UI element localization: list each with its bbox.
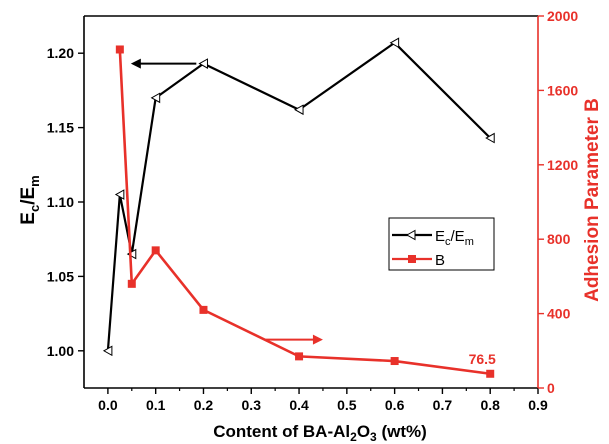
point-ec-em [114, 189, 125, 200]
point-ec-em [198, 58, 208, 69]
x-tick-label: 0.3 [242, 397, 262, 413]
point-b [151, 246, 160, 255]
point-b [390, 357, 399, 366]
legend: Ec/Em B [388, 217, 495, 271]
legend-label-b: B [435, 252, 445, 269]
point-b [486, 369, 495, 378]
x-tick-label: 0.2 [194, 397, 214, 413]
annotations: 76.5 [469, 351, 496, 367]
y-left-tick-label: 1.00 [47, 343, 74, 359]
y-left-axis-title: Ec/Em [18, 175, 42, 224]
y-left-tick-label: 1.20 [47, 45, 74, 61]
series-ec-em [102, 37, 495, 357]
x-tick-label: 0.4 [289, 397, 309, 413]
point-ec-em [294, 104, 304, 116]
legend-marker-b [408, 255, 416, 263]
legend-marker-ec-em [405, 229, 416, 241]
axes [83, 15, 539, 389]
x-tick-label: 0.8 [480, 397, 500, 413]
point-b [127, 279, 136, 288]
x-tick-label: 0.5 [337, 397, 357, 413]
axis-arrows [130, 58, 323, 345]
point-b [115, 45, 124, 54]
point-ec-em [389, 37, 400, 49]
point-b [199, 305, 208, 314]
y-left-tick-label: 1.15 [47, 120, 74, 136]
point-ec-em [126, 248, 137, 260]
series-line-b [118, 49, 491, 376]
x-tick-label: 0.0 [98, 397, 118, 413]
legend-box [388, 217, 495, 271]
series-line-ec-em [106, 41, 491, 351]
x-tick-label: 0.7 [433, 397, 453, 413]
point-ec-em [485, 132, 495, 144]
point-ec-em [102, 345, 113, 357]
series-b [115, 45, 495, 378]
y-right-tick-label: 1600 [547, 82, 578, 98]
legend-label-ec-em: Ec/Em [435, 228, 474, 248]
right-arrow-head [312, 334, 323, 345]
point-ec-em [150, 92, 161, 104]
x-tick-label: 0.9 [528, 397, 548, 413]
point-b [295, 352, 304, 361]
y-right-tick-label: 400 [547, 306, 571, 322]
x-axis-title: Content of BA-Al2O3 (wt%) [213, 422, 427, 444]
ticks: 0.0 0.1 0.2 0.3 0.4 0.5 0.6 0.7 0.8 0.9 1.00 1.05 1.… [47, 8, 579, 413]
x-tick-label: 0.6 [385, 397, 405, 413]
y-right-tick-label: 800 [547, 231, 571, 247]
y-right-tick-label: 0 [547, 380, 555, 396]
y-left-tick-label: 1.10 [47, 194, 74, 210]
y-right-tick-label: 1200 [547, 157, 578, 173]
left-arrow-head [130, 58, 141, 69]
y-right-axis-title: Adhesion Parameter B [582, 98, 603, 302]
annotation-76-5: 76.5 [469, 351, 496, 367]
y-left-tick-label: 1.05 [47, 268, 74, 284]
y-right-tick-label: 2000 [547, 8, 578, 24]
x-tick-label: 0.1 [146, 397, 166, 413]
